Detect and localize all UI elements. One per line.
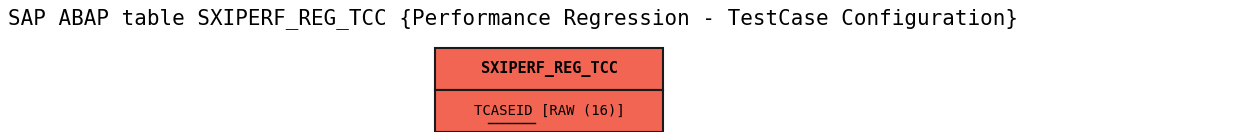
Text: TCASEID [RAW (16)]: TCASEID [RAW (16)] xyxy=(474,104,624,118)
Text: SXIPERF_REG_TCC: SXIPERF_REG_TCC xyxy=(480,61,617,77)
Bar xyxy=(435,90,663,132)
Bar xyxy=(435,48,663,90)
Text: SAP ABAP table SXIPERF_REG_TCC {Performance Regression - TestCase Configuration}: SAP ABAP table SXIPERF_REG_TCC {Performa… xyxy=(7,8,1018,29)
